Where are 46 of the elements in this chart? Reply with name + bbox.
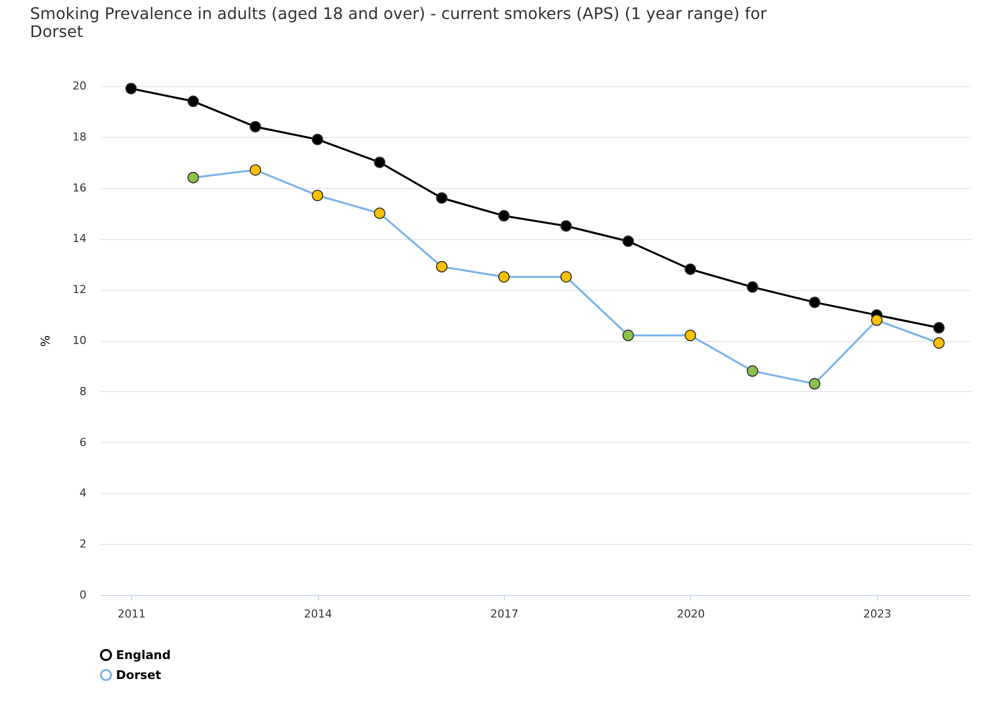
y-tick-label: 12 (72, 283, 86, 296)
point (187, 96, 199, 108)
y-tick-label: 6 (80, 436, 86, 449)
y-tick-label: 2 (80, 538, 86, 551)
point (187, 172, 199, 184)
point (622, 330, 634, 342)
point (622, 236, 634, 247)
y-tick-label: 4 (80, 486, 86, 500)
legend-label: England (116, 648, 171, 662)
x-tick-label: 2023 (863, 608, 892, 620)
point (746, 281, 758, 293)
y-tick-label: 18 (72, 130, 86, 144)
x-tick-label: 2014 (304, 608, 332, 620)
point (498, 210, 510, 222)
y-tick-label: 16 (72, 181, 86, 194)
y-tick-label: 14 (72, 232, 86, 246)
y-axis-title: % (38, 335, 53, 347)
point (312, 134, 324, 146)
x-tick-label: 2017 (490, 608, 518, 620)
point (808, 378, 820, 390)
point (125, 82, 137, 94)
point (312, 190, 324, 202)
point (374, 156, 386, 168)
y-tick-label: 8 (80, 384, 86, 398)
legend-label: Dorset (116, 668, 162, 682)
x-tick-label: 2020 (676, 608, 705, 620)
point (933, 337, 945, 349)
point (436, 260, 448, 272)
point (808, 296, 820, 308)
point (684, 330, 696, 342)
point (436, 192, 448, 204)
chart-title: Smoking Prevalence in adults (aged 18 and over) - current smokers (APS) (1 year range) for Dorset (30, 4, 768, 41)
y-tick-label: 10 (72, 334, 86, 347)
point (933, 322, 945, 334)
point (871, 314, 883, 326)
point (374, 208, 386, 219)
point (498, 271, 510, 283)
y-tick-label: 0 (80, 588, 86, 602)
y-tick-label: 20 (72, 80, 86, 92)
point (746, 365, 758, 377)
point (684, 264, 696, 275)
point (560, 271, 572, 283)
point (560, 220, 572, 232)
x-tick-label: 2011 (118, 608, 146, 620)
point (250, 164, 262, 176)
point (250, 120, 262, 132)
